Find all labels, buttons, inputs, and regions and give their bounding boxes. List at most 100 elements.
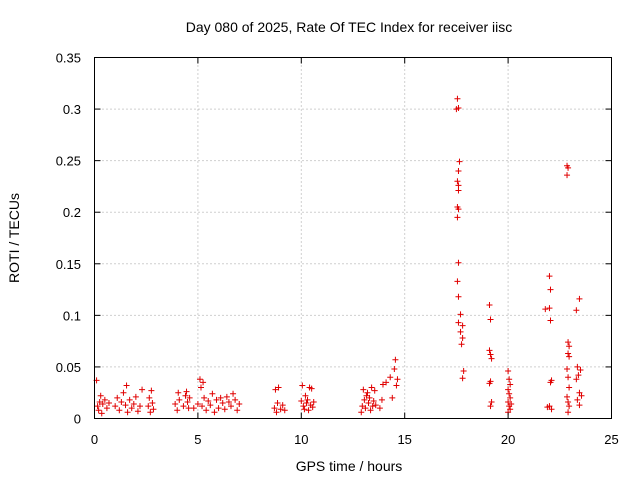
data-point: [508, 401, 515, 408]
data-point: [234, 407, 241, 414]
data-point: [387, 374, 394, 381]
data-point: [304, 396, 311, 403]
data-point: [365, 400, 372, 407]
data-point: [364, 389, 371, 396]
data-point: [274, 400, 281, 407]
data-point: [459, 322, 466, 329]
data-point: [201, 394, 208, 401]
data-point: [213, 396, 220, 403]
data-point: [271, 405, 278, 412]
data-point: [298, 397, 305, 404]
y-tick-label: 0: [74, 412, 81, 427]
data-point: [174, 407, 181, 414]
data-point: [180, 403, 187, 410]
data-point: [200, 379, 207, 386]
data-point: [145, 403, 152, 410]
data-point: [542, 306, 549, 313]
data-point: [94, 403, 101, 410]
data-point: [299, 382, 306, 389]
x-tick-label: 15: [397, 432, 411, 447]
data-point: [118, 398, 125, 405]
data-point: [130, 401, 137, 408]
data-point: [175, 389, 182, 396]
data-point: [362, 405, 369, 412]
data-point: [302, 392, 309, 399]
data-point: [389, 394, 396, 401]
data-point: [454, 278, 461, 285]
data-point: [305, 407, 312, 414]
data-point: [96, 398, 103, 405]
data-point: [370, 397, 377, 404]
data-point: [123, 382, 130, 389]
data-point: [132, 393, 139, 400]
data-point: [507, 381, 514, 388]
data-point: [236, 401, 243, 408]
data-point: [566, 343, 573, 350]
data-point: [487, 403, 494, 410]
data-point: [97, 392, 104, 399]
data-point: [103, 405, 110, 412]
data-point: [301, 406, 308, 413]
data-point: [576, 389, 583, 396]
x-tick-label: 10: [294, 432, 308, 447]
data-point: [546, 273, 553, 280]
data-point: [116, 407, 123, 414]
data-point: [368, 384, 375, 391]
data-point: [564, 365, 571, 372]
data-point: [358, 409, 365, 416]
data-point: [211, 409, 218, 416]
data-point: [360, 386, 367, 393]
data-point: [506, 376, 513, 383]
data-point: [275, 384, 282, 391]
data-point: [507, 394, 514, 401]
data-point: [391, 365, 398, 372]
data-point: [196, 376, 203, 383]
data-point: [459, 375, 466, 382]
data-point: [308, 385, 315, 392]
data-point: [203, 407, 210, 414]
data-point: [458, 341, 465, 348]
data-point: [394, 376, 401, 383]
data-point: [128, 405, 135, 412]
data-point: [486, 380, 493, 387]
y-tick-label: 0.05: [56, 360, 81, 375]
data-point: [564, 172, 571, 179]
data-point: [136, 403, 143, 410]
data-point: [573, 307, 580, 314]
data-point: [273, 409, 280, 416]
data-point: [566, 384, 573, 391]
data-point: [372, 402, 379, 409]
data-point: [190, 405, 197, 412]
data-point: [574, 396, 581, 403]
x-tick-label: 5: [194, 432, 201, 447]
data-point: [300, 403, 307, 410]
x-tick-label: 25: [604, 432, 618, 447]
data-point: [456, 158, 463, 165]
data-point: [393, 382, 400, 389]
data-point: [112, 403, 119, 410]
data-point: [577, 367, 584, 374]
data-point: [371, 387, 378, 394]
data-point: [105, 400, 112, 407]
data-point: [488, 355, 495, 362]
data-point: [134, 408, 141, 415]
data-point: [486, 302, 493, 309]
data-point: [565, 374, 572, 381]
data-point: [148, 387, 155, 394]
data-point: [454, 178, 461, 185]
data-point: [565, 409, 572, 416]
grid-lines: [94, 57, 612, 419]
data-point: [363, 392, 370, 399]
data-point: [361, 396, 368, 403]
data-point: [114, 394, 121, 401]
data-point: [573, 376, 580, 383]
x-axis-label: GPS time / hours: [296, 458, 403, 474]
data-point: [183, 388, 190, 395]
data-points: [93, 95, 585, 417]
y-tick-label: 0.25: [56, 154, 81, 169]
data-point: [546, 403, 553, 410]
x-tick-label: 20: [501, 432, 515, 447]
data-point: [487, 316, 494, 323]
data-point: [126, 396, 133, 403]
